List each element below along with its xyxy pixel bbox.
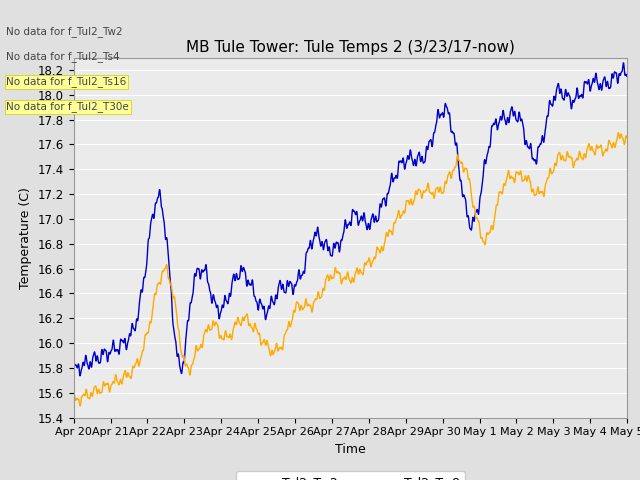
Tul2_Ts-8 bbox=[324, 275, 332, 280]
Y-axis label: Temperature (C): Temperature (C) bbox=[19, 187, 32, 288]
Tul2_Ts-8 bbox=[76, 403, 84, 409]
Tul2_Ts-8 bbox=[70, 393, 77, 399]
Tul2_Ts-8 bbox=[607, 142, 615, 148]
Tul2_Ts-8 bbox=[339, 276, 347, 281]
Tul2_Ts-2 bbox=[324, 247, 332, 252]
Tul2_Ts-2 bbox=[339, 232, 347, 238]
Line: Tul2_Ts-8: Tul2_Ts-8 bbox=[74, 132, 627, 406]
Text: No data for f_Tul2_Ts4: No data for f_Tul2_Ts4 bbox=[6, 51, 120, 62]
Tul2_Ts-2 bbox=[76, 373, 84, 379]
Tul2_Ts-8 bbox=[614, 130, 622, 135]
Text: No data for f_Tul2_T30e: No data for f_Tul2_T30e bbox=[6, 101, 129, 112]
Tul2_Ts-8 bbox=[99, 388, 106, 394]
Tul2_Ts-8 bbox=[506, 175, 514, 181]
Tul2_Ts-8 bbox=[607, 143, 615, 149]
Tul2_Ts-2 bbox=[506, 113, 514, 119]
Tul2_Ts-2 bbox=[70, 367, 77, 372]
Line: Tul2_Ts-2: Tul2_Ts-2 bbox=[74, 63, 627, 376]
Legend: Tul2_Ts-2, Tul2_Ts-8: Tul2_Ts-2, Tul2_Ts-8 bbox=[236, 471, 465, 480]
Tul2_Ts-2 bbox=[607, 79, 615, 85]
Title: MB Tule Tower: Tule Temps 2 (3/23/17-now): MB Tule Tower: Tule Temps 2 (3/23/17-now… bbox=[186, 40, 515, 55]
Text: No data for f_Tul2_Tw2: No data for f_Tul2_Tw2 bbox=[6, 26, 123, 37]
Tul2_Ts-8 bbox=[623, 135, 631, 141]
Tul2_Ts-2 bbox=[99, 347, 106, 353]
Text: No data for f_Tul2_Ts16: No data for f_Tul2_Ts16 bbox=[6, 76, 127, 87]
Tul2_Ts-2 bbox=[620, 60, 627, 66]
Tul2_Ts-2 bbox=[607, 76, 615, 82]
X-axis label: Time: Time bbox=[335, 443, 366, 456]
Tul2_Ts-2 bbox=[623, 74, 631, 80]
